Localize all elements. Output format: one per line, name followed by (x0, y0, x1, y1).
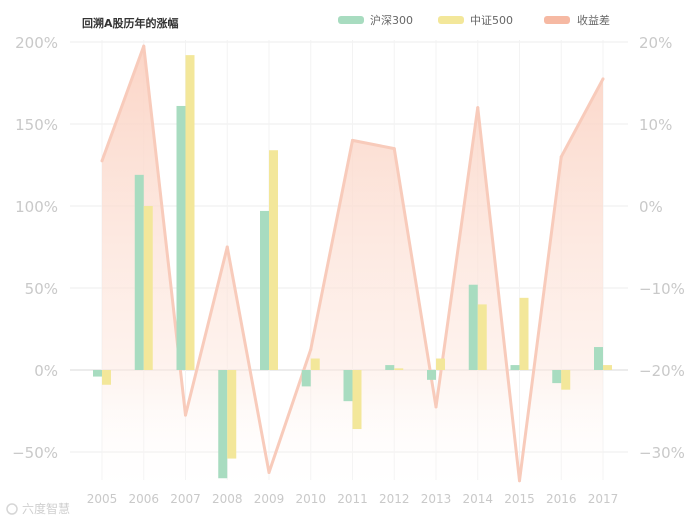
x-tick-label: 2010 (295, 492, 326, 506)
bar-zz500-2011 (352, 370, 362, 430)
difference-point (392, 147, 396, 151)
x-tick-label: 2006 (128, 492, 159, 506)
legend-label-zz500: 中证500 (470, 14, 513, 27)
legend-swatch-zz500 (438, 16, 464, 24)
bar-zz500-2014 (477, 304, 487, 370)
bar-hs300-2016 (552, 370, 562, 384)
y-left-tick-label: 150% (15, 116, 58, 134)
watermark-text: 六度智慧 (22, 501, 70, 516)
y-left-tick-label: 200% (15, 34, 58, 52)
x-tick-label: 2011 (337, 492, 368, 506)
bar-zz500-2017 (603, 365, 612, 370)
chart-title: 回溯A股历年的涨幅 (82, 16, 179, 30)
y-right-tick-label: −10% (639, 280, 685, 298)
difference-point (184, 413, 187, 417)
bar-zz500-2016 (561, 370, 571, 390)
y-left-tick-label: 50% (25, 280, 58, 298)
bar-zz500-2015 (519, 297, 529, 370)
x-tick-label: 2016 (546, 492, 577, 506)
difference-point (476, 106, 480, 110)
bar-hs300-2009 (260, 210, 269, 370)
y-right-tick-label: 20% (639, 34, 672, 52)
bar-hs300-2010 (301, 370, 311, 387)
y-right-tick-label: −20% (639, 362, 685, 380)
difference-point (267, 471, 271, 474)
bar-zz500-2006 (143, 206, 153, 370)
y-left-tick-label: 100% (15, 198, 58, 216)
bar-zz500-2009 (269, 150, 278, 370)
difference-point (434, 405, 438, 409)
legend: 沪深300 中证500 收益差 (338, 13, 610, 27)
x-tick-label: 2005 (87, 492, 118, 506)
x-tick-label: 2013 (421, 492, 452, 506)
difference-point (100, 159, 104, 163)
y-axis-left: 200% 150% 100% 50% 0% −50% (12, 34, 58, 462)
watermark: 六度智慧 (6, 501, 70, 516)
legend-swatch-diff (544, 16, 570, 24)
difference-point (518, 479, 521, 483)
bar-hs300-2017 (594, 347, 603, 370)
bar-hs300-2012 (385, 365, 395, 370)
bar-hs300-2007 (176, 105, 186, 371)
bar-zz500-2010 (310, 358, 320, 370)
x-tick-label: 2008 (212, 492, 243, 506)
bar-hs300-2011 (343, 370, 353, 402)
x-tick-label: 2015 (504, 492, 535, 506)
bar-zz500-2008 (227, 370, 237, 459)
y-right-tick-label: 0% (639, 198, 663, 216)
bar-hs300-2015 (510, 365, 520, 370)
bar-zz500-2007 (185, 55, 195, 371)
bar-series (93, 55, 612, 479)
bar-hs300-2006 (134, 174, 144, 370)
difference-point (351, 138, 354, 142)
difference-point (142, 44, 146, 48)
bar-zz500-2005 (102, 370, 111, 385)
watermark-logo-icon (6, 503, 18, 515)
y-left-tick-label: 0% (34, 362, 58, 380)
bar-hs300-2008 (218, 370, 228, 479)
bar-zz500-2012 (394, 368, 404, 370)
y-right-tick-label: 10% (639, 116, 672, 134)
x-axis: 2005 2006 2007 2008 2009 2010 2011 2012 2013 2014… (87, 492, 619, 506)
x-tick-label: 2012 (379, 492, 410, 506)
bar-hs300-2005 (93, 370, 102, 377)
difference-point (559, 155, 563, 159)
x-tick-label: 2014 (462, 492, 493, 506)
difference-point (601, 77, 605, 81)
x-tick-label: 2017 (588, 492, 619, 506)
legend-label-diff: 收益差 (577, 13, 610, 27)
difference-point (309, 348, 313, 351)
legend-swatch-hs300 (338, 16, 364, 24)
legend-label-hs300: 沪深300 (370, 13, 413, 27)
y-axis-right: 20% 10% 0% −10% −20% −30% (639, 34, 685, 462)
bar-zz500-2013 (436, 358, 445, 370)
x-tick-label: 2009 (254, 492, 285, 506)
bar-hs300-2014 (468, 284, 478, 370)
x-tick-label: 2007 (170, 492, 201, 506)
difference-point (225, 245, 229, 249)
y-left-tick-label: −50% (12, 444, 58, 462)
bar-hs300-2013 (427, 370, 436, 380)
y-right-tick-label: −30% (639, 444, 685, 462)
